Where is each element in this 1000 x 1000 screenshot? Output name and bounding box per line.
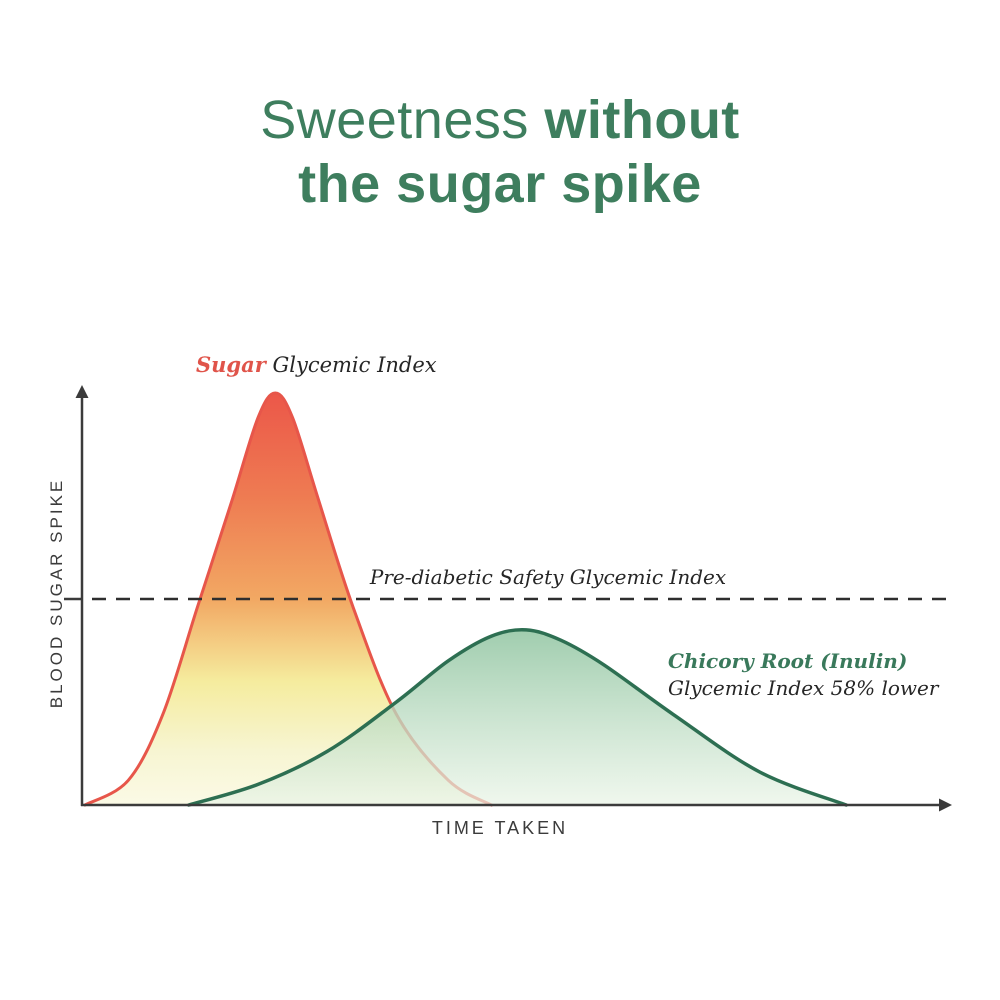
chicory-curve-line [187,628,848,807]
y-axis-label: BLOOD SUGAR SPIKE [47,477,66,709]
chicory-series-label: Chicory Root (Inulin) Glycemic Index 58%… [668,648,938,702]
sugar-series-label: Sugar Glycemic Index [196,352,437,377]
chicory-curve-area [188,629,847,805]
title-line-1: Sweetness without [0,88,1000,152]
title-word-without: without [528,90,740,150]
safety-line-label: Pre-diabetic Safety Glycemic Index [369,565,727,589]
sugar-series-name: Sugar [196,352,266,377]
x-axis-label: TIME TAKEN [431,818,569,838]
chicory-series-rest: Glycemic Index 58% lower [668,676,939,700]
chicory-series-name: Chicory Root (Inulin) [668,649,908,673]
title-word-sweetness: Sweetness [260,90,529,150]
page-title: Sweetness without the sugar spike [0,88,1000,216]
y-axis-arrow-icon [75,385,89,398]
title-line-2: the sugar spike [298,154,702,214]
x-axis-arrow-icon [939,798,952,812]
sugar-series-rest: Glycemic Index [265,353,437,377]
